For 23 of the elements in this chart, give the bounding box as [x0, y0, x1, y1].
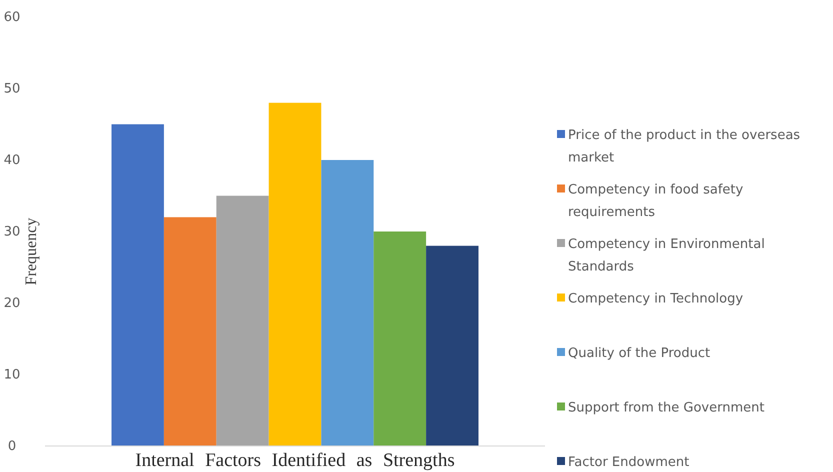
y-tick-label: 10 — [4, 368, 20, 383]
y-tick-label: 20 — [4, 296, 20, 312]
y-tick-label: 40 — [4, 153, 20, 168]
y-tick-label: 0 — [8, 439, 16, 454]
bar — [164, 217, 216, 446]
x-axis-title: Internal Factors Identified as Strengths — [135, 450, 455, 471]
legend-label: Factor Endowment — [568, 455, 690, 470]
bar — [321, 160, 374, 446]
y-axis-title: Frequency — [23, 218, 40, 286]
bar — [112, 124, 164, 446]
legend-label: Support from the Government — [568, 400, 764, 416]
legend-label: Competency in Technology — [568, 292, 744, 307]
y-tick-label: 60 — [4, 10, 20, 26]
bar — [216, 196, 269, 446]
bar — [268, 102, 322, 446]
bar — [426, 246, 478, 446]
legend-label: Competency in Environmental Standards — [568, 237, 765, 274]
y-tick-label: 30 — [4, 224, 20, 240]
legend-label: Competency in food safety requirements — [568, 182, 744, 220]
legend-label: Price of the product in the overseas market — [568, 128, 800, 166]
legend-label: Quality of the Product — [568, 346, 710, 362]
y-tick-label: 50 — [4, 82, 20, 97]
bar — [374, 232, 426, 446]
